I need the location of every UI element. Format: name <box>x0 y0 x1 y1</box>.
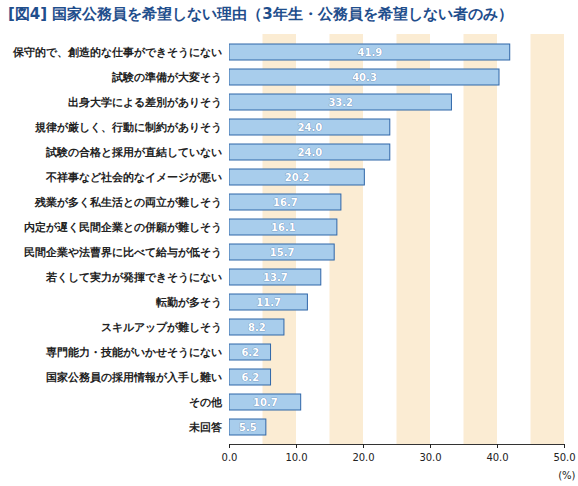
svg-text:16.1: 16.1 <box>271 222 296 233</box>
svg-text:(%): (%) <box>558 470 575 481</box>
svg-text:30.0: 30.0 <box>419 452 441 463</box>
html-text:[図4] 国家公務員を希望しない理由（3年生・公務員を希望し: [図4] 国家公務員を希望しない理由（3年生・公務員を希望しない者のみ） <box>8 5 513 23</box>
svg-text:5.5: 5.5 <box>239 422 257 433</box>
svg-text:8.2: 8.2 <box>248 322 266 333</box>
svg-text:50.0: 50.0 <box>553 452 575 463</box>
svg-text:試験の合格と採用が直結していない: 試験の合格と採用が直結していない <box>45 146 222 159</box>
svg-text:40.3: 40.3 <box>352 72 377 83</box>
svg-text:試験の準備が大変そう: 試験の準備が大変そう <box>111 71 222 84</box>
svg-text:出身大学による差別がありそう: 出身大学による差別がありそう <box>68 96 222 109</box>
svg-text:15.7: 15.7 <box>270 247 295 258</box>
svg-text:20.0: 20.0 <box>352 452 374 463</box>
svg-text:20.2: 20.2 <box>285 172 310 183</box>
svg-text:保守的で、創造的な仕事ができそうにない: 保守的で、創造的な仕事ができそうにない <box>12 46 222 59</box>
svg-text:若くして実力が発揮できそうにない: 若くして実力が発揮できそうにない <box>45 271 222 284</box>
svg-text:転勤が多そう: 転勤が多そう <box>155 296 222 309</box>
svg-text:40.0: 40.0 <box>486 452 508 463</box>
svg-text:スキルアップが難しそう: スキルアップが難しそう <box>101 321 222 334</box>
svg-text:国家公務員の採用情報が入手し難い: 国家公務員の採用情報が入手し難い <box>46 371 222 384</box>
svg-text:24.0: 24.0 <box>298 147 323 158</box>
svg-text:24.0: 24.0 <box>298 122 323 133</box>
svg-text:専門能力・技能がいかせそうにない: 専門能力・技能がいかせそうにない <box>45 346 222 359</box>
svg-text:残業が多く私生活との両立が難しそう: 残業が多く私生活との両立が難しそう <box>34 196 222 209</box>
svg-text:規律が厳しく、行動に制約がありそう: 規律が厳しく、行動に制約がありそう <box>34 121 222 134</box>
svg-text:33.2: 33.2 <box>328 97 353 108</box>
svg-text:内定が遅く民間企業との併願が難しそう: 内定が遅く民間企業との併願が難しそう <box>24 221 222 234</box>
svg-text:41.9: 41.9 <box>358 47 383 58</box>
svg-text:6.2: 6.2 <box>241 347 259 358</box>
svg-text:11.7: 11.7 <box>256 297 281 308</box>
svg-text:16.7: 16.7 <box>273 197 298 208</box>
svg-text:10.7: 10.7 <box>253 397 278 408</box>
svg-text:0.0: 0.0 <box>222 452 238 463</box>
svg-text:6.2: 6.2 <box>241 372 259 383</box>
svg-text:未回答: 未回答 <box>188 421 223 434</box>
svg-text:民間企業や法曹界に比べて給与が低そう: 民間企業や法曹界に比べて給与が低そう <box>24 246 222 259</box>
svg-text:不祥事など社会的なイメージが悪い: 不祥事など社会的なイメージが悪い <box>45 171 222 184</box>
svg-text:その他: その他 <box>189 396 223 409</box>
svg-text:13.7: 13.7 <box>263 272 288 283</box>
svg-text:10.0: 10.0 <box>285 452 307 463</box>
